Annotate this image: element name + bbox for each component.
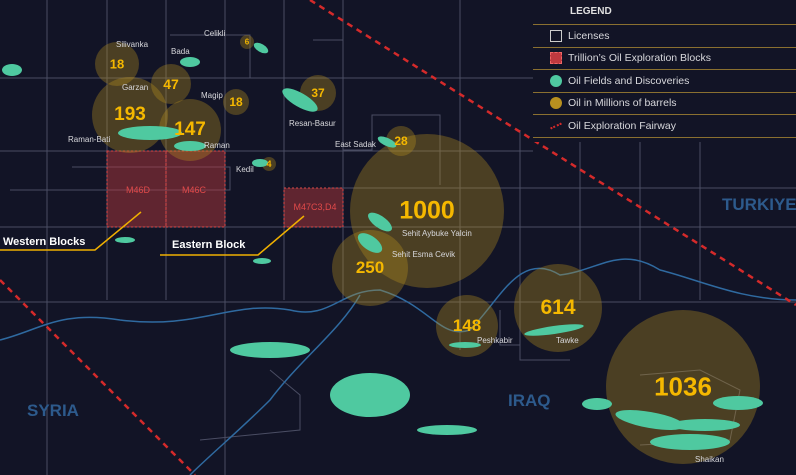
eastern-block-callout: Eastern Block <box>172 239 246 251</box>
legend-label: Licenses <box>568 29 610 42</box>
oil-volume-value: 1000 <box>399 196 455 225</box>
legend-label: Oil Exploration Fairway <box>568 119 676 132</box>
country-border <box>0 258 796 475</box>
oil-field[interactable] <box>650 434 730 450</box>
oil-field-dot-icon <box>550 74 562 87</box>
western-blocks-callout: Western Blocks <box>3 236 86 248</box>
oil-volume-bubble[interactable] <box>332 230 408 306</box>
oil-field[interactable] <box>713 396 763 410</box>
license-square-icon <box>550 29 562 42</box>
oil-volume-value: 147 <box>174 119 206 140</box>
field-name-label: Shaikan <box>695 455 724 464</box>
oil-volume-value: 1036 <box>654 371 712 402</box>
field-name-label: Tawke <box>556 336 579 345</box>
oil-field[interactable] <box>670 419 740 431</box>
oil-field[interactable] <box>252 41 270 56</box>
legend-panel: LEGEND Licenses Trillion’s Oil Explorati… <box>533 0 796 142</box>
exploration-blocks <box>106 150 344 228</box>
oil-volume-bubble[interactable] <box>240 35 254 49</box>
legend-item-oil-volume: Oil in Millions of barrels <box>533 93 796 115</box>
oil-field[interactable] <box>614 406 686 434</box>
field-name-label: Sehit Esma Cevik <box>392 250 456 259</box>
country-label-iraq: IRAQ <box>508 391 551 410</box>
oil-field[interactable] <box>355 229 386 257</box>
oil-field[interactable] <box>365 209 395 235</box>
legend-label: Oil in Millions of barrels <box>568 97 677 110</box>
oil-volume-value: 18 <box>229 95 243 109</box>
oil-volume-value: 4 <box>266 159 272 169</box>
block-m46d[interactable] <box>106 150 167 228</box>
block-label-m47c3-d4: M47C3,D4 <box>293 202 337 212</box>
field-name-label: Celikli <box>204 29 226 38</box>
oil-volume-bubble[interactable] <box>386 126 416 156</box>
field-name-label: Peshkabir <box>477 336 513 345</box>
country-label-turkiye: TURKIYE <box>722 195 796 214</box>
oil-volume-value: 250 <box>355 258 385 277</box>
field-name-label: Garzan <box>122 83 149 92</box>
block-label-m46d: M46D <box>125 185 151 195</box>
oil-field[interactable] <box>376 134 398 150</box>
field-name-label: Raman <box>204 141 230 150</box>
oil-field[interactable] <box>230 342 310 358</box>
oil-volume-bubble[interactable] <box>350 134 504 288</box>
oil-volume-bubble[interactable] <box>95 42 139 86</box>
oil-volume-value: 614 <box>540 296 576 319</box>
field-name-label: Magip <box>201 91 223 100</box>
oil-field[interactable] <box>279 84 321 116</box>
oil-field[interactable] <box>582 398 612 410</box>
oil-field[interactable] <box>330 373 410 417</box>
oil-field[interactable] <box>174 141 206 151</box>
oil-fields <box>2 41 763 450</box>
oil-volume-value: 193 <box>114 104 146 125</box>
field-name-label: Kedil <box>236 165 254 174</box>
country-label-syria: SYRIA <box>27 401 79 420</box>
oil-volume-value: 28 <box>394 134 408 148</box>
fairway-dashed-line-icon <box>550 122 562 130</box>
block-label-m46c: M46C <box>181 185 207 195</box>
oil-field[interactable] <box>253 258 271 264</box>
oil-volume-value: 148 <box>452 316 482 335</box>
oil-field[interactable] <box>118 126 182 140</box>
field-name-label: Resan-Basur <box>289 119 336 128</box>
field-name-label: Raman-Bati <box>68 135 111 144</box>
oil-field[interactable] <box>449 342 481 348</box>
oil-volume-bubble[interactable] <box>151 64 191 104</box>
oil-field[interactable] <box>524 322 585 338</box>
exploration-block-icon <box>550 52 562 65</box>
block-m46c[interactable] <box>165 150 226 228</box>
legend-label: Trillion’s Oil Exploration Blocks <box>568 52 711 65</box>
oil-volume-value: 47 <box>163 76 179 92</box>
oil-field[interactable] <box>252 159 268 167</box>
block-m47c3-d4[interactable] <box>283 187 344 228</box>
oil-volume-bubble[interactable] <box>436 295 498 357</box>
callout-lines <box>0 211 305 256</box>
oil-field[interactable] <box>180 57 200 67</box>
oil-volume-value: 37 <box>311 86 325 100</box>
oil-volume-bubble[interactable] <box>223 89 249 115</box>
field-name-label: East Sadak <box>335 140 376 149</box>
legend-item-licenses: Licenses <box>533 25 796 48</box>
legend-label: Oil Fields and Discoveries <box>568 74 690 87</box>
legend-item-fairway: Oil Exploration Fairway <box>533 115 796 138</box>
legend-item-oil-fields: Oil Fields and Discoveries <box>533 70 796 93</box>
field-name-label: Silivanka <box>116 40 149 49</box>
oil-field[interactable] <box>115 237 135 243</box>
oil-volume-value: 18 <box>109 56 125 72</box>
legend-item-blocks: Trillion’s Oil Exploration Blocks <box>533 48 796 70</box>
oil-volume-dot-icon <box>550 97 562 110</box>
oil-field[interactable] <box>417 425 477 435</box>
oil-volume-value: 6 <box>244 37 250 47</box>
field-name-label: Sehit Aybuke Yalcin <box>402 229 472 238</box>
legend-title: LEGEND <box>533 0 796 25</box>
oil-field[interactable] <box>2 64 22 76</box>
field-name-label: Bada <box>171 47 190 56</box>
